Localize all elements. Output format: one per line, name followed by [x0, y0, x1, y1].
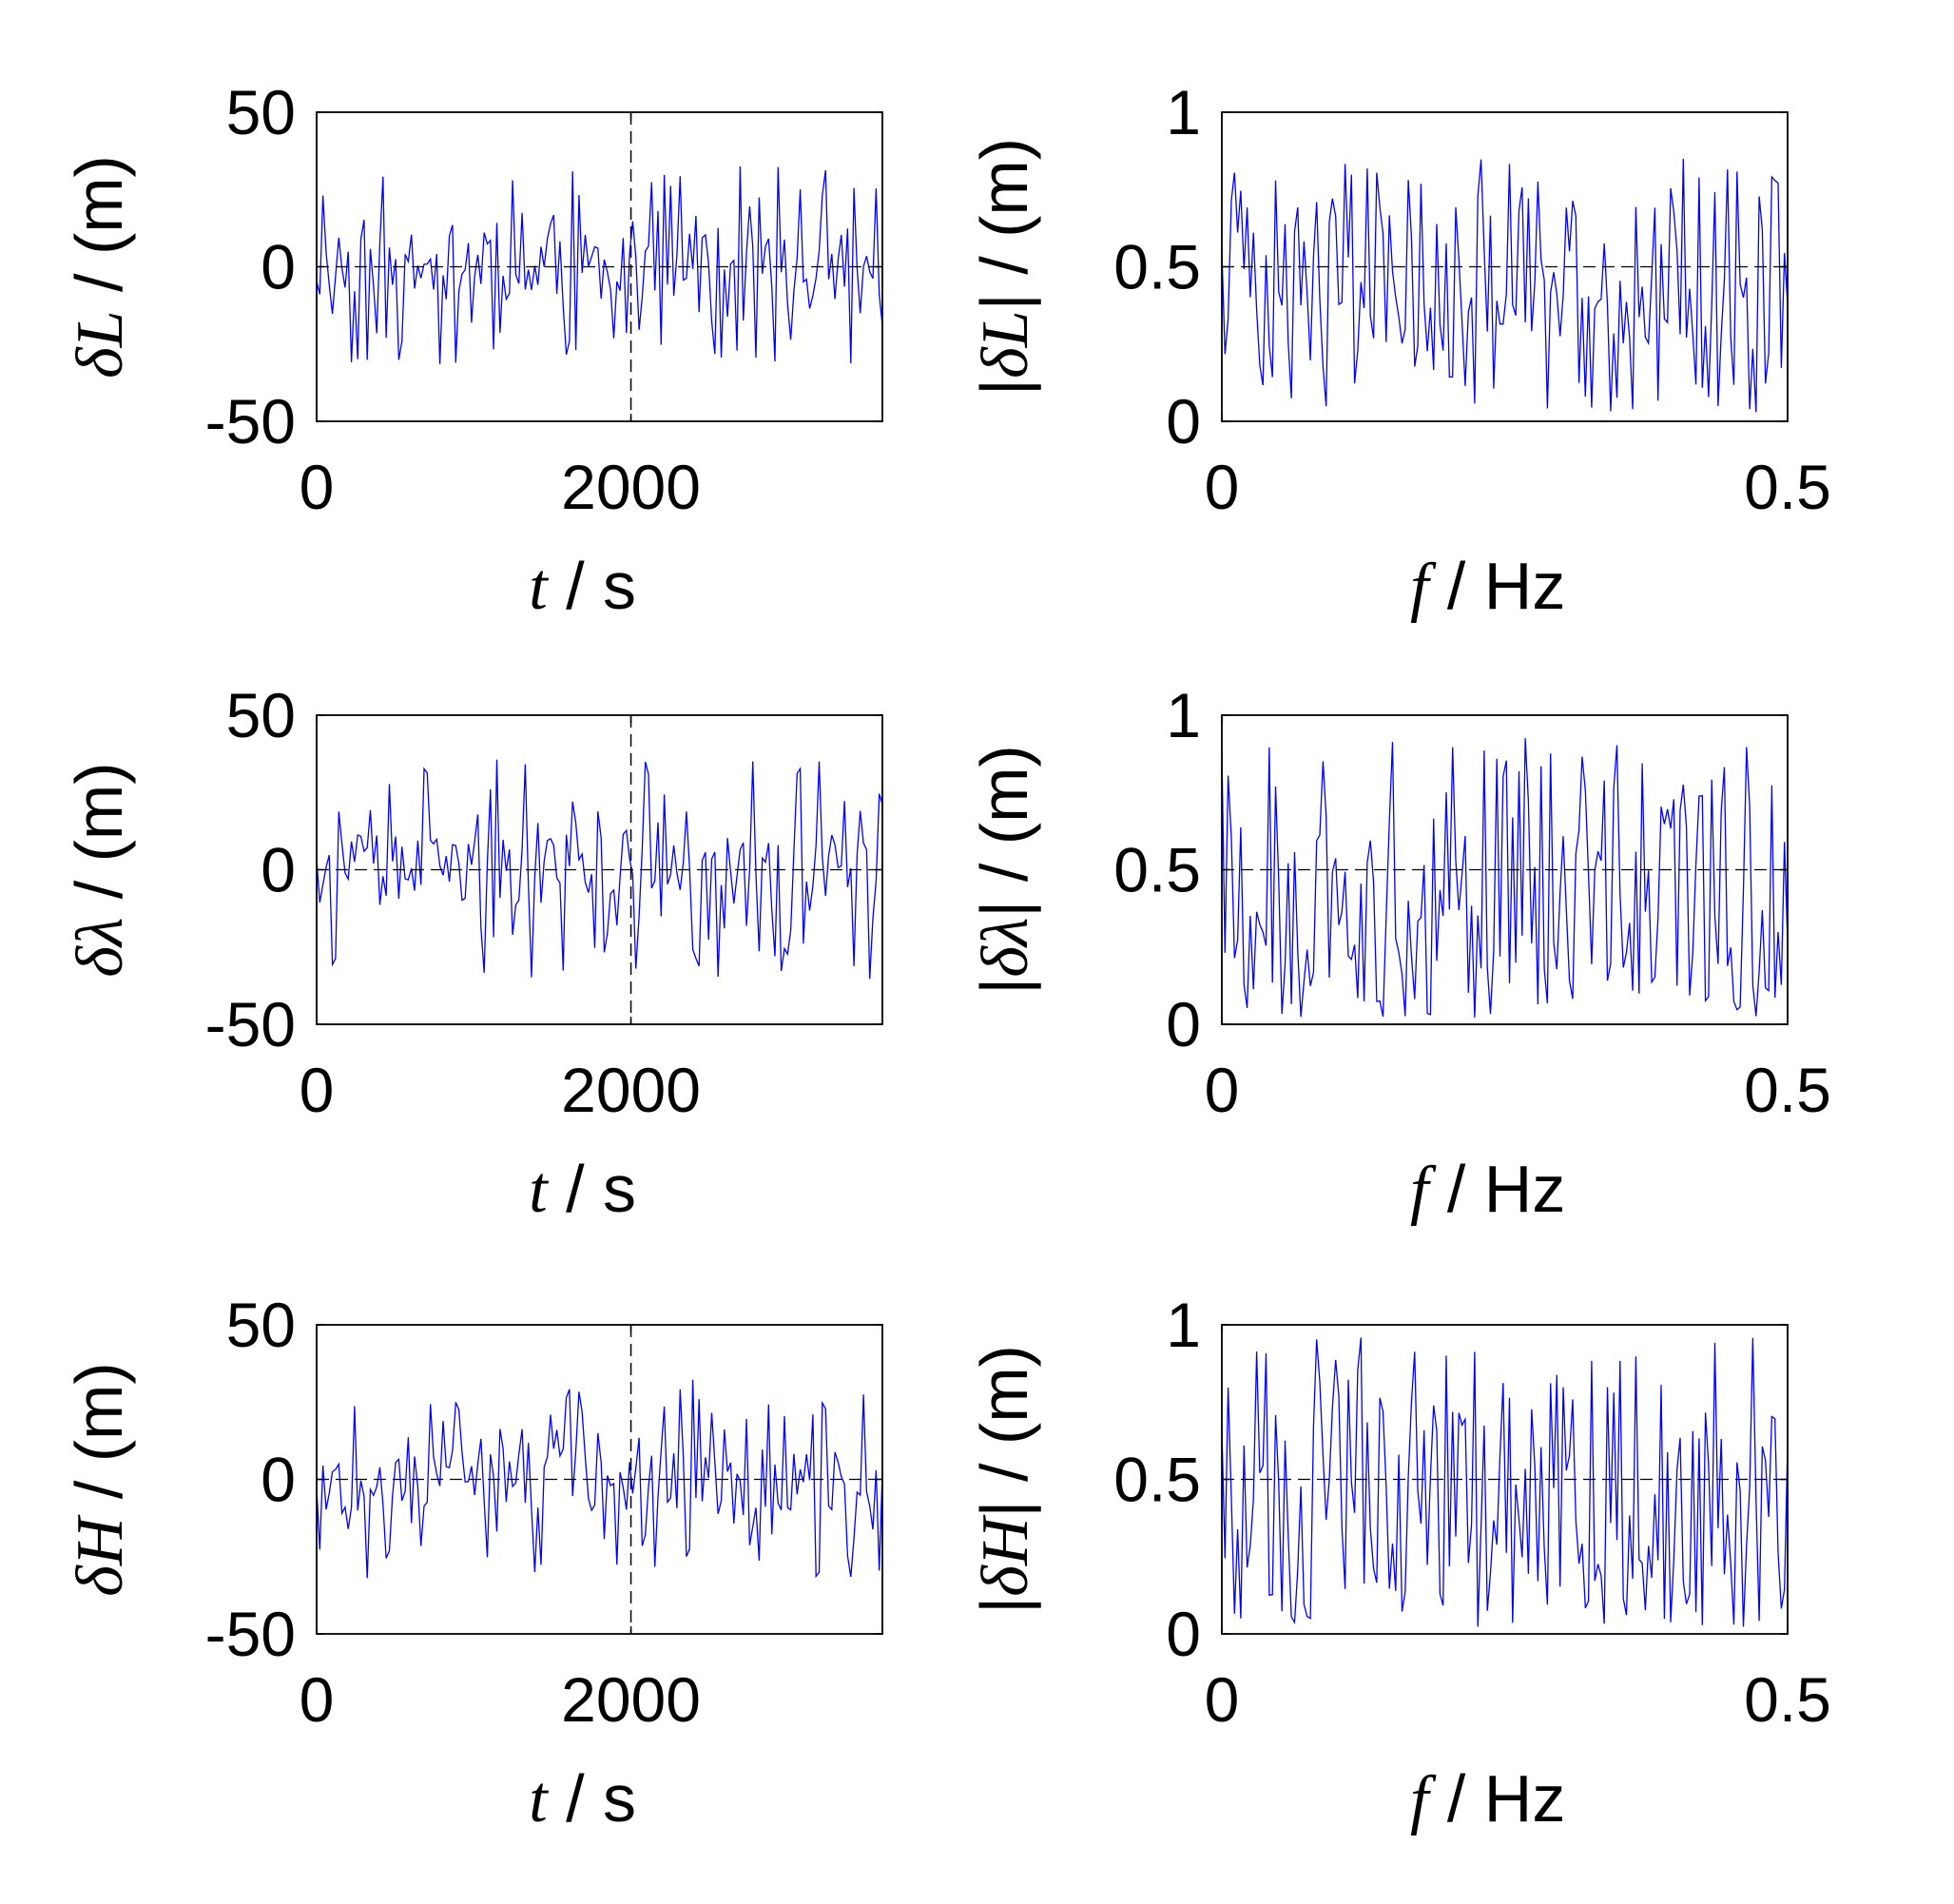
y-tick-label: 1 [1166, 680, 1201, 750]
y-axis-label: |δλ| / (m) [967, 745, 1042, 995]
x-axis-label: f / Hz [1410, 1152, 1565, 1227]
y-axis-label-unit: / (m) [62, 762, 136, 917]
y-tick-label: 50 [226, 77, 296, 147]
series-line [1221, 738, 1789, 1018]
y-tick-label: 0.5 [1113, 835, 1201, 905]
x-tick-label: 0 [300, 1055, 335, 1125]
y-axis-label: |δL| / (m) [967, 138, 1042, 396]
y-tick-label: 0 [1166, 386, 1201, 457]
x-axis-label-unit: / s [548, 1761, 636, 1836]
x-tick-label: 0.5 [1744, 1055, 1831, 1125]
y-tick-label: -50 [205, 386, 296, 457]
y-axis-label: δλ / (m) [62, 762, 137, 977]
x-tick-label: 2000 [561, 452, 701, 522]
y-axis-label-unit: | / (m) [967, 745, 1041, 917]
y-axis-label-prefix: | [967, 379, 1041, 396]
y-tick-label: 50 [226, 1290, 296, 1360]
x-tick-label: 0 [300, 1664, 335, 1735]
y-tick-label: 1 [1166, 77, 1201, 147]
x-tick-label: 0 [1205, 1055, 1240, 1125]
y-axis-label-symbol: δH [969, 1514, 1042, 1597]
x-axis-label: t / s [529, 1761, 636, 1836]
y-axis-label-unit: | / (m) [967, 1345, 1041, 1517]
x-axis-label-unit: / Hz [1428, 1761, 1565, 1836]
x-axis-label: f / Hz [1410, 549, 1565, 624]
series-line [316, 1379, 883, 1579]
series-line [1221, 158, 1789, 413]
subplot-1-2: 0 0.5 1 0 0.5 f / Hz |δL| / (m) [967, 77, 1831, 624]
y-axis-label-symbol: δH [64, 1514, 137, 1597]
subplot-2-2: 0 0.5 1 0 0.5 f / Hz |δλ| / (m) [967, 680, 1831, 1227]
y-axis-label-symbol: δL [969, 310, 1042, 378]
y-tick-label: 1 [1166, 1290, 1201, 1360]
x-axis-label-symbol: t [529, 1763, 549, 1836]
y-axis-label-symbol: δλ [969, 918, 1042, 978]
x-axis-label-unit: / Hz [1428, 549, 1565, 623]
y-tick-label: -50 [205, 989, 296, 1059]
y-axis-label-unit: / (m) [62, 155, 136, 310]
x-tick-label: 0 [1205, 1664, 1240, 1735]
y-tick-label: -50 [205, 1599, 296, 1669]
y-axis-label-prefix: | [967, 1597, 1041, 1614]
x-axis-label-unit: / s [548, 549, 636, 623]
x-axis-label: t / s [529, 1152, 636, 1227]
y-tick-label: 0 [261, 232, 296, 302]
x-tick-label: 2000 [561, 1055, 701, 1125]
y-tick-label: 0 [1166, 989, 1201, 1059]
x-axis-label-unit: / Hz [1428, 1152, 1565, 1226]
y-axis-label-unit: | / (m) [967, 138, 1041, 310]
y-tick-label: 0 [1166, 1599, 1201, 1669]
x-tick-label: 0.5 [1744, 1664, 1831, 1735]
y-axis-label-symbol: δλ [64, 918, 137, 978]
y-axis-label: |δH| / (m) [967, 1345, 1042, 1614]
y-tick-label: 0.5 [1113, 232, 1201, 302]
series-line [316, 759, 883, 980]
x-axis-label: f / Hz [1410, 1761, 1565, 1836]
subplot-3-2: 0 0.5 1 0 0.5 f / Hz |δH| / (m) [967, 1290, 1831, 1836]
x-axis-label: t / s [529, 549, 636, 624]
y-axis-label: δL / (m) [62, 155, 137, 379]
series-line [1221, 1337, 1789, 1627]
x-tick-label: 0 [300, 452, 335, 522]
y-tick-label: 50 [226, 680, 296, 750]
x-tick-label: 0.5 [1744, 452, 1831, 522]
x-axis-label-unit: / s [548, 1152, 636, 1226]
y-axis-label-symbol: δL [64, 310, 137, 378]
x-axis-label-symbol: t [529, 1154, 549, 1227]
y-tick-label: 0 [261, 835, 296, 905]
x-tick-label: 2000 [561, 1664, 701, 1735]
y-axis-label-prefix: | [967, 978, 1041, 995]
series-line [316, 165, 883, 364]
x-tick-label: 0 [1205, 452, 1240, 522]
y-axis-label-unit: / (m) [62, 1362, 136, 1517]
y-axis-label: δH / (m) [62, 1362, 137, 1596]
y-tick-label: 0 [261, 1445, 296, 1515]
x-axis-label-symbol: t [529, 551, 549, 624]
y-tick-label: 0.5 [1113, 1445, 1201, 1515]
